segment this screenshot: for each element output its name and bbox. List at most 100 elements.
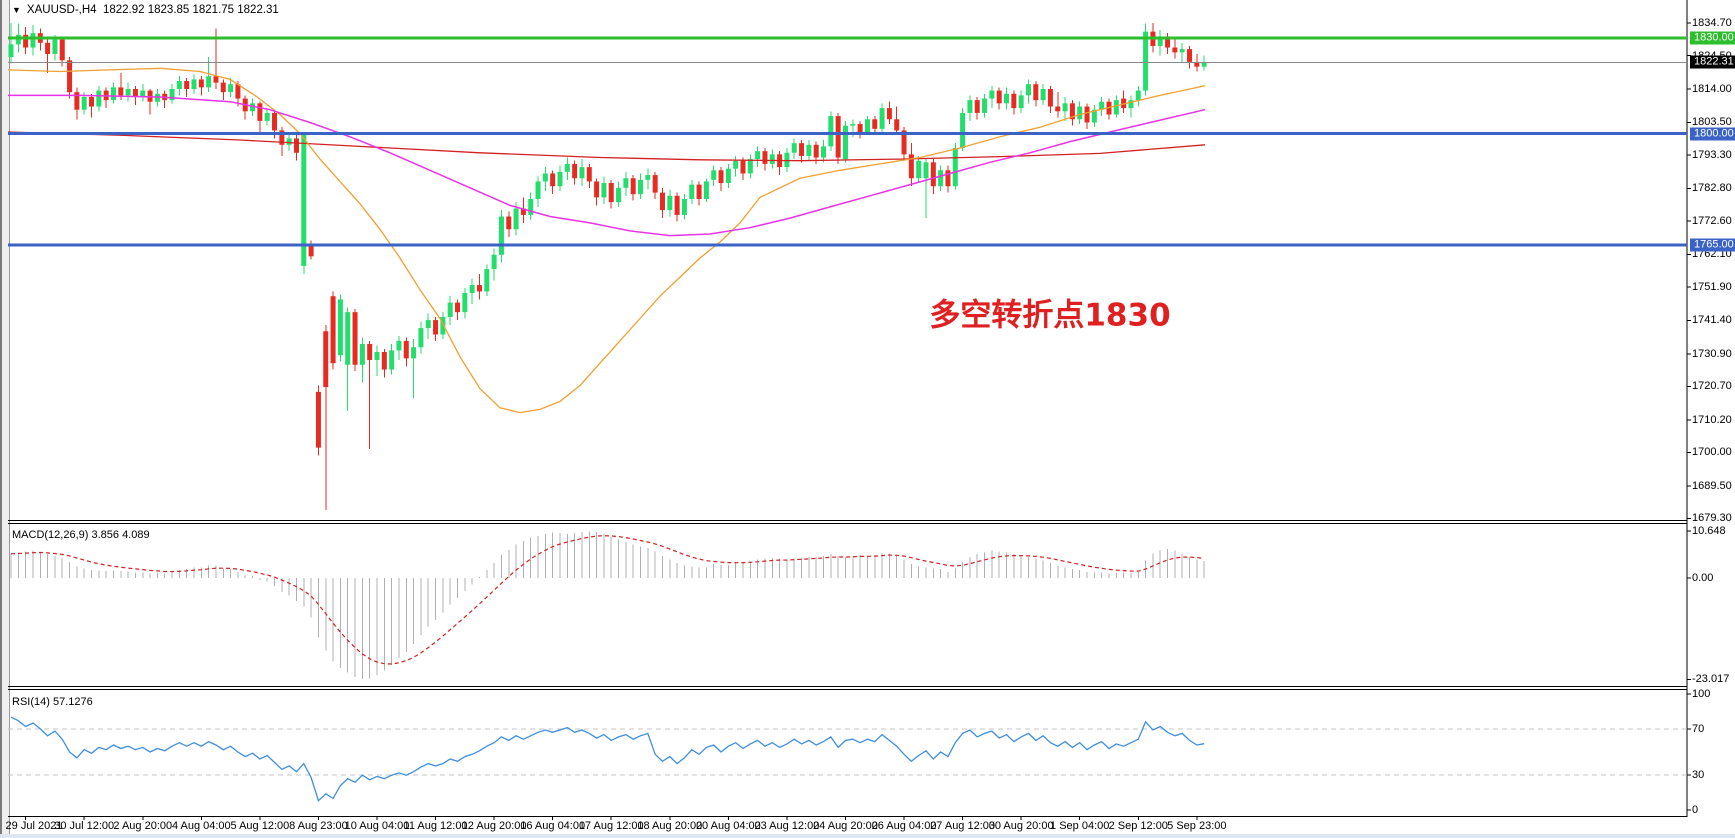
candle-body xyxy=(769,154,775,164)
candle-body xyxy=(747,159,753,174)
indicator-tick-label: 30 xyxy=(1692,769,1705,782)
candle-body xyxy=(476,285,482,292)
price-tick-label: 1834.70 xyxy=(1692,17,1732,29)
candle-body xyxy=(681,198,687,215)
candle-body xyxy=(989,90,995,99)
candle-body xyxy=(550,173,556,187)
price-tick-label: 1741.40 xyxy=(1692,314,1732,327)
candle-body xyxy=(667,195,673,211)
candle-body xyxy=(52,39,58,54)
chevron-down-icon[interactable]: ▼ xyxy=(12,5,21,15)
candle-body xyxy=(418,328,424,348)
candle-body xyxy=(1047,88,1053,107)
ohlc-values: 1822.92 1823.85 1821.75 1822.31 xyxy=(102,4,279,16)
candle-body xyxy=(982,98,988,113)
candle-body xyxy=(118,87,124,96)
time-tick-label: 20 Aug 04:00 xyxy=(695,820,761,832)
time-tick-label: 1 Sep 04:00 xyxy=(1050,820,1110,832)
time-tick-label: 10 Aug 04:00 xyxy=(344,820,410,832)
candle-body xyxy=(1143,31,1149,91)
time-tick-label: 11 Aug 12:00 xyxy=(403,820,468,832)
time-tick-label: 5 Sep 23:00 xyxy=(1167,820,1227,832)
candle-body xyxy=(264,112,270,121)
candle-body xyxy=(1018,95,1024,109)
macd-signal-line xyxy=(10,535,1205,665)
macd-name: MACD(12,26,9) xyxy=(12,529,89,541)
candle-body xyxy=(469,285,475,294)
candle-body xyxy=(725,168,731,184)
candle-body xyxy=(872,119,878,129)
candle-body xyxy=(908,154,914,179)
candle-body xyxy=(213,76,219,83)
candle-body xyxy=(945,170,951,187)
candle-body xyxy=(799,143,805,156)
candle-body xyxy=(206,76,212,88)
candle-body xyxy=(301,133,307,266)
price-tick-label: 1793.30 xyxy=(1692,148,1732,161)
candle-body xyxy=(652,175,658,193)
window-left-border xyxy=(0,0,10,838)
candle-body xyxy=(198,79,204,88)
candle-body xyxy=(396,340,402,351)
indicator-tick-label: -23.017 xyxy=(1692,673,1730,686)
time-tick-label: 29 Jul 2021 xyxy=(5,820,63,832)
candle-body xyxy=(1091,109,1097,123)
time-tick-label: 26 Aug 04:00 xyxy=(871,820,937,832)
candle-body xyxy=(762,151,768,164)
candle-body xyxy=(1084,106,1090,123)
candle-body xyxy=(638,179,644,195)
candle-body xyxy=(184,81,190,89)
candle-body xyxy=(952,147,958,187)
price-tick-label: 1782.80 xyxy=(1692,182,1732,195)
candle-body xyxy=(389,350,395,370)
candle-body xyxy=(630,178,636,195)
candle-body xyxy=(1194,61,1200,67)
price-level-badge: 1822.31 xyxy=(1690,55,1735,69)
time-tick-label: 16 Aug 04:00 xyxy=(520,820,586,832)
candle-body xyxy=(842,125,848,160)
candle-body xyxy=(1011,93,1017,109)
candle-body xyxy=(1172,47,1178,53)
price-tick-label: 1803.50 xyxy=(1692,116,1732,129)
candle-body xyxy=(1157,36,1163,46)
candle-body xyxy=(864,119,870,133)
candle-body xyxy=(45,42,51,54)
symbol-info-bar[interactable]: ▼ XAUUSD-,H4 1822.92 1823.85 1821.75 1822… xyxy=(12,4,279,16)
candle-body xyxy=(23,34,29,48)
candle-body xyxy=(228,84,234,93)
candle-body xyxy=(1113,100,1119,115)
candle-body xyxy=(813,144,819,158)
candle-body xyxy=(447,302,453,317)
candle-body xyxy=(1165,36,1171,48)
rsi-line xyxy=(10,716,1205,802)
candle-body xyxy=(894,119,900,131)
candle-body xyxy=(132,88,138,97)
candle-body xyxy=(191,79,197,89)
candle-body xyxy=(381,352,387,370)
candle-body xyxy=(345,312,351,365)
price-level-badge: 1830.00 xyxy=(1690,31,1735,45)
candle-body xyxy=(755,151,761,160)
candle-body xyxy=(916,160,922,179)
candle-body xyxy=(67,60,73,93)
price-level-badge: 1765.00 xyxy=(1690,238,1735,252)
candle-body xyxy=(674,195,680,215)
price-tick-label: 1720.70 xyxy=(1692,380,1732,393)
candle-body xyxy=(498,216,504,255)
candle-body xyxy=(403,340,409,359)
candle-body xyxy=(857,124,863,133)
price-tick-label: 1710.20 xyxy=(1692,413,1732,426)
candle-body xyxy=(616,187,622,203)
candle-body xyxy=(367,344,373,360)
candle-body xyxy=(718,170,724,184)
candle-body xyxy=(15,34,21,45)
candle-body xyxy=(235,84,241,99)
candle-body xyxy=(923,162,929,179)
candle-body xyxy=(572,163,578,179)
candle-body xyxy=(996,90,1002,104)
candle-body xyxy=(440,316,446,335)
candle-body xyxy=(359,344,365,365)
candle-body xyxy=(125,88,131,96)
